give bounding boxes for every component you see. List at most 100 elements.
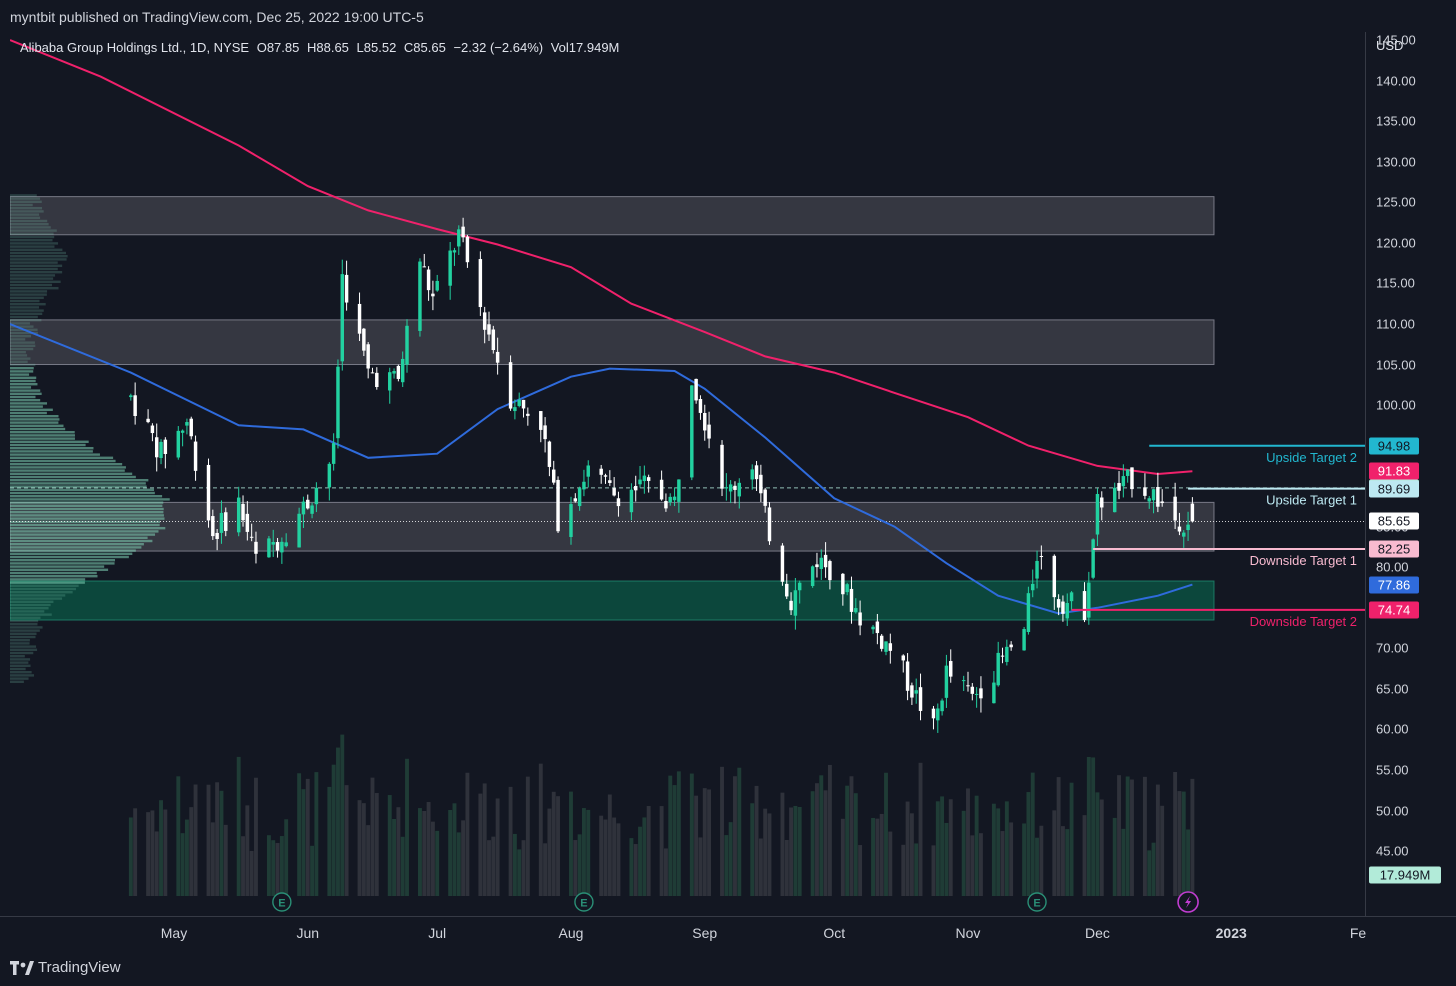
candle-body	[785, 583, 789, 597]
volume-bar	[612, 817, 617, 896]
candle-body	[979, 688, 983, 699]
volume-profile-row	[10, 203, 33, 207]
volume-bar	[461, 820, 466, 896]
candle-body	[1112, 487, 1117, 513]
volume-bar	[245, 805, 250, 896]
earnings-icon-glyph: E	[580, 898, 587, 910]
volume-bar	[991, 803, 996, 896]
volume-bar	[784, 839, 789, 896]
volume-profile-row	[10, 642, 30, 645]
volume-bar	[266, 835, 271, 896]
volume-bar	[1190, 778, 1195, 896]
volume-bar	[1026, 792, 1031, 896]
chart-area[interactable]: Alibaba Group Holdings Ltd., 1D, NYSE O8…	[10, 32, 1365, 916]
volume-profile-row	[10, 597, 63, 600]
volume-bar	[603, 819, 608, 896]
candle-body	[970, 686, 975, 694]
volume-profile-row	[10, 527, 166, 530]
volume-profile-row	[10, 399, 41, 402]
price-badge: 77.86	[1369, 576, 1419, 594]
volume-bar	[875, 818, 880, 896]
candle-body	[517, 399, 521, 406]
candle-body	[392, 371, 396, 374]
earnings-icon	[272, 892, 292, 912]
volume-profile-row	[10, 475, 136, 479]
ohlc-low: L85.52	[356, 40, 397, 55]
volume-profile-row	[10, 386, 32, 389]
volume-profile-row	[10, 383, 38, 386]
volume-profile-row	[10, 623, 38, 626]
candle-body	[400, 358, 405, 383]
candle-body	[146, 418, 150, 423]
volume-bar	[538, 763, 543, 896]
volume-bar	[689, 773, 694, 896]
volume-profile-row	[10, 411, 47, 415]
volume-profile-row	[10, 431, 75, 434]
candle-body	[1117, 483, 1121, 491]
candle-body	[664, 501, 668, 509]
volume-bar	[189, 807, 194, 896]
candle-body	[362, 328, 366, 351]
price-tick-label: 140.00	[1376, 73, 1416, 89]
candle-body	[211, 516, 215, 537]
time-label: Oct	[823, 925, 846, 941]
time-axis[interactable]: May Jun Jul Aug Sep Oct Nov Dec 2023 Fe	[0, 916, 1456, 951]
volume-profile-row	[10, 437, 75, 440]
candle-body	[810, 566, 815, 587]
volume-profile-row	[10, 239, 53, 242]
volume-profile-row	[10, 447, 94, 450]
candle-body	[884, 641, 888, 652]
candle-body	[694, 378, 698, 401]
volume-bar	[482, 783, 487, 896]
volume-bar	[944, 822, 949, 896]
target-label: Upside Target 2	[1266, 450, 1357, 465]
volume-profile-row	[10, 626, 43, 629]
volume-bar	[133, 808, 138, 896]
volume-profile-row	[10, 488, 155, 492]
candle-body	[1143, 487, 1147, 496]
volume-bar	[327, 786, 332, 896]
volume-bar	[978, 833, 983, 896]
candle-body	[854, 608, 858, 613]
candle-body	[815, 564, 819, 568]
volume-profile-row	[10, 655, 25, 658]
candle-body	[763, 489, 767, 506]
volume-bar	[521, 840, 526, 896]
candle-body	[552, 469, 556, 483]
candle-body	[547, 441, 552, 467]
price-axis[interactable]: USD 145.00 140.00 135.00 130.00 125.00 120.00…	[1365, 32, 1456, 916]
price-badge: 82.25	[1369, 540, 1419, 558]
volume-profile-row	[10, 658, 31, 661]
price-badge: 17.949M	[1369, 866, 1441, 884]
volume-profile-row	[10, 507, 164, 511]
candle-body	[249, 536, 254, 538]
volume-profile-row	[10, 216, 41, 220]
candle-body	[974, 693, 979, 695]
volume-bar	[599, 815, 604, 896]
price-tick-label: 80.00	[1376, 559, 1409, 575]
price-chart[interactable]: Upside Target 2 Upside Target 1 Downside T…	[10, 32, 1365, 916]
volume-bar	[1091, 757, 1096, 896]
target-label: Downside Target 1	[1250, 553, 1357, 568]
volume-bar	[810, 791, 815, 896]
ohlc-high: H88.65	[306, 40, 349, 55]
volume-profile-row	[10, 271, 63, 274]
ma-short-line	[10, 323, 1193, 615]
volume-profile-row	[10, 459, 116, 463]
volume-profile-row	[10, 443, 86, 447]
volume-bar	[884, 772, 888, 896]
volume-bar	[556, 796, 560, 896]
volume-profile-row	[10, 354, 28, 357]
volume-profile-row	[10, 373, 30, 376]
candle-body	[918, 687, 923, 711]
volume-profile-row	[10, 511, 164, 514]
time-label: Jul	[428, 925, 447, 941]
candle-body	[1026, 593, 1031, 633]
volume-bar	[1186, 829, 1191, 896]
candle-body	[1039, 555, 1044, 557]
volume-profile-row	[10, 664, 31, 668]
volume-profile-row	[10, 312, 43, 316]
volume-profile-row	[10, 472, 133, 476]
candle-body	[931, 708, 936, 719]
volume-profile-row	[10, 552, 133, 556]
